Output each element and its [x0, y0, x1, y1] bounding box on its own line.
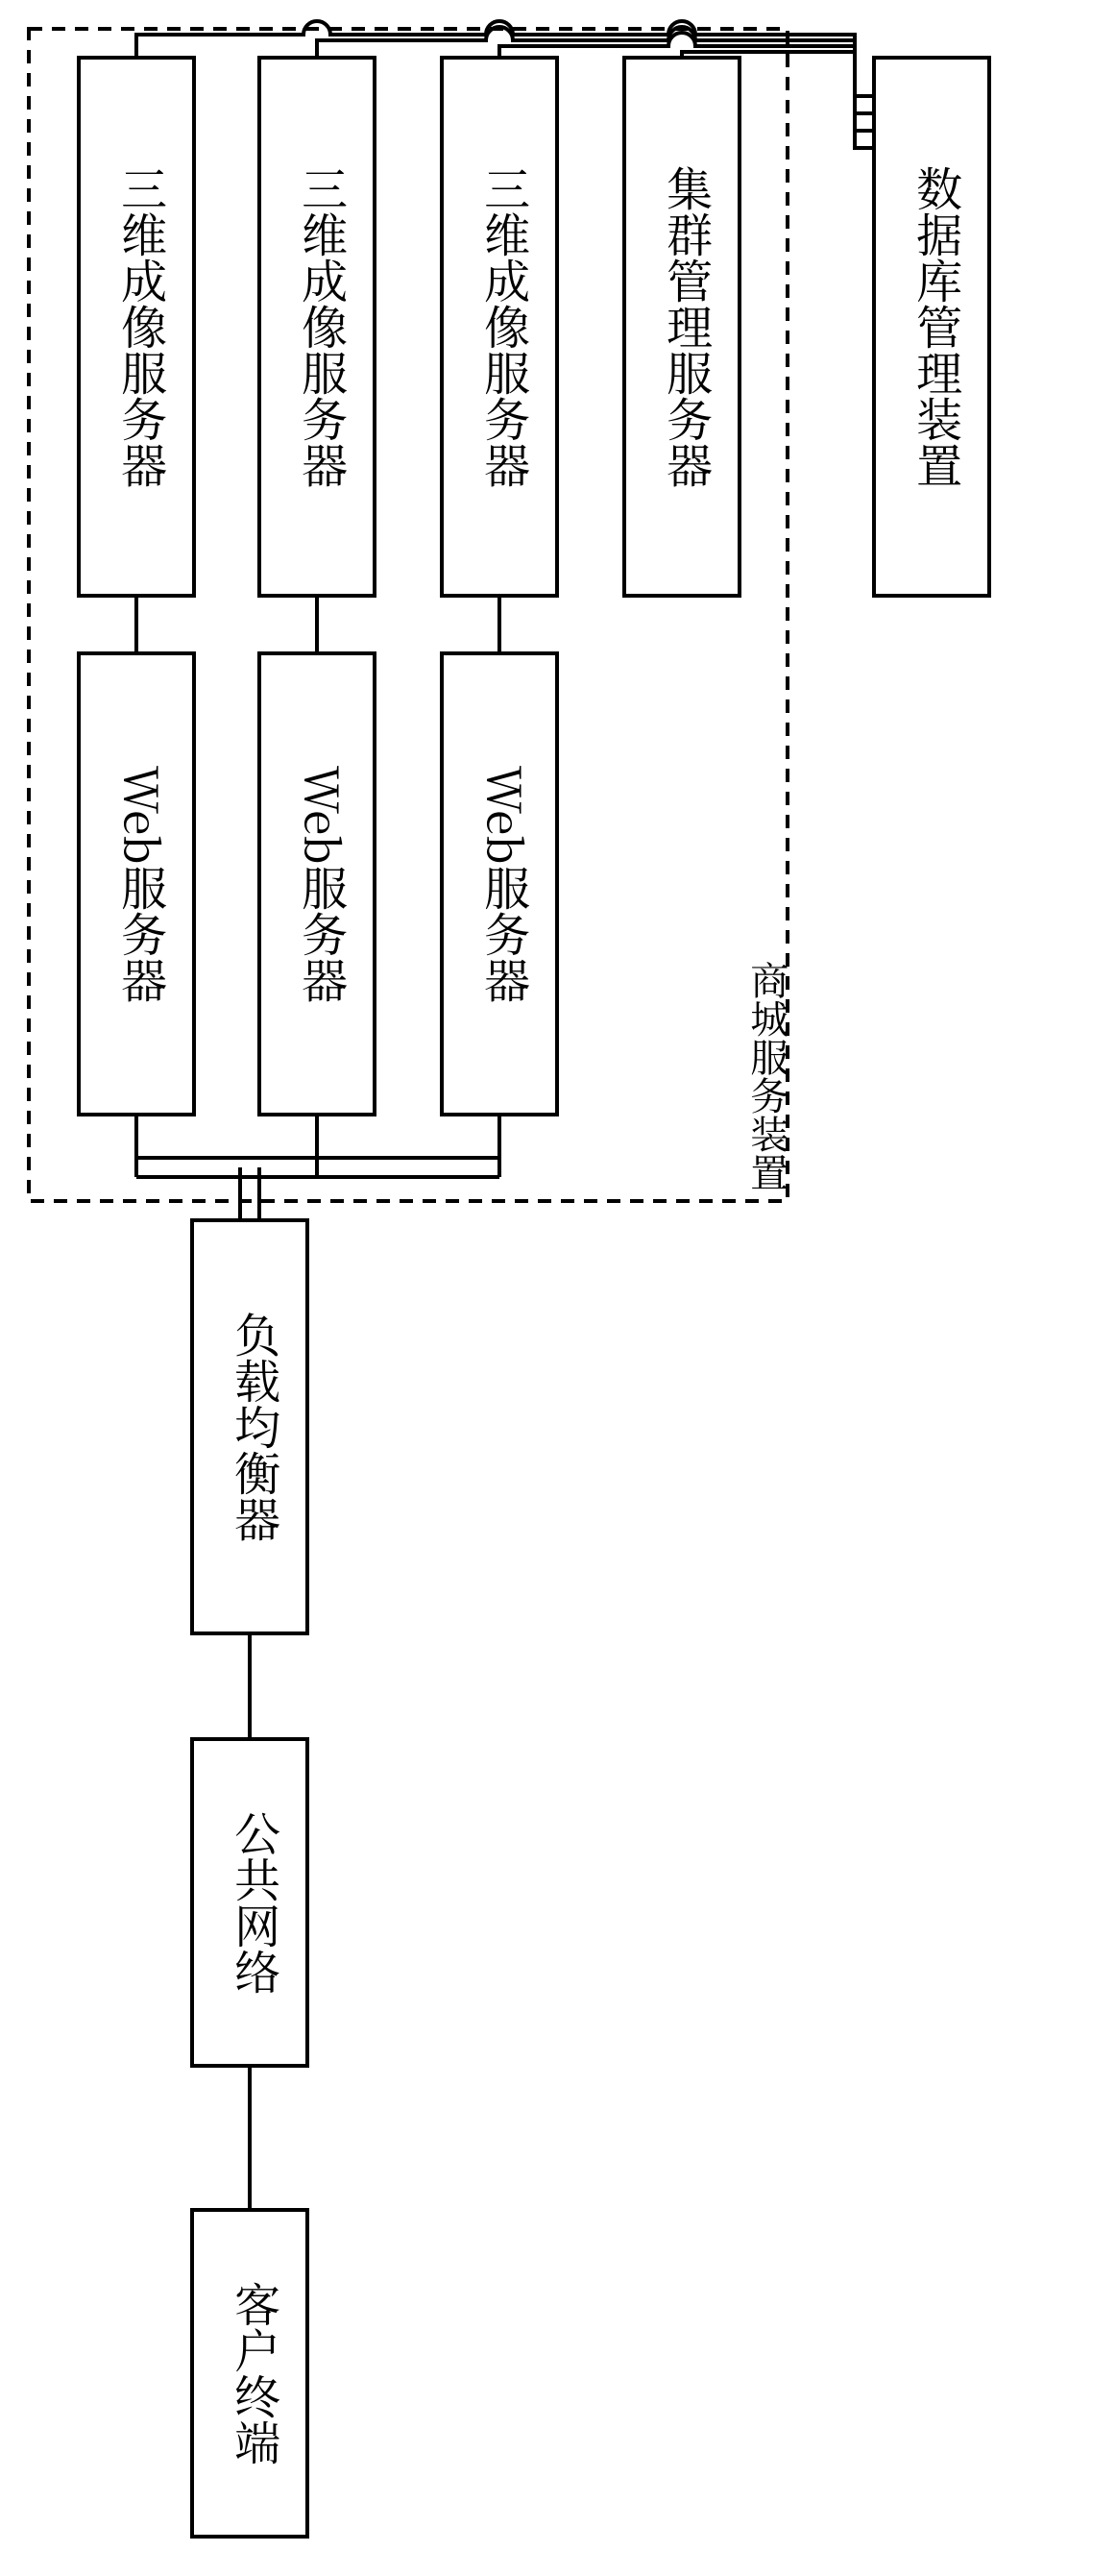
node-web1: Web服务器 — [79, 653, 194, 1115]
node-lb: 负载均衡器 — [192, 1220, 307, 1633]
node-img1: 三维成像服务器 — [79, 58, 194, 596]
node-label-img1: 三维成像服务器 — [111, 165, 178, 488]
cluster-label: 商城服务装置 — [742, 961, 797, 1191]
node-web2: Web服务器 — [259, 653, 375, 1115]
node-img3: 三维成像服务器 — [442, 58, 557, 596]
node-cluster_mgr: 集群管理服务器 — [624, 58, 740, 596]
node-label-img3: 三维成像服务器 — [474, 165, 541, 488]
node-label-network: 公共网络 — [225, 1810, 291, 1995]
node-label-db: 数据库管理装置 — [907, 165, 973, 488]
node-label-client: 客户终端 — [225, 2281, 291, 2466]
architecture-diagram: 商城服务装置 客户终端 公共网络 负载均衡器 Web服务器 Web服务器 Web服务器 三维… — [0, 0, 1116, 2576]
nodes-group: 客户终端 公共网络 负载均衡器 Web服务器 Web服务器 Web服务器 三维成像服务器 三维… — [79, 58, 989, 2537]
node-label-web2: Web服务器 — [292, 765, 358, 1002]
node-label-cluster_mgr: 集群管理服务器 — [657, 165, 723, 488]
node-label-lb: 负载均衡器 — [225, 1312, 291, 1542]
node-network: 公共网络 — [192, 1739, 307, 2066]
node-label-web1: Web服务器 — [111, 765, 178, 1002]
node-label-img2: 三维成像服务器 — [292, 165, 358, 488]
node-img2: 三维成像服务器 — [259, 58, 375, 596]
node-db: 数据库管理装置 — [874, 58, 989, 596]
edge-img2-db — [317, 27, 874, 113]
node-label-web3: Web服务器 — [474, 765, 541, 1002]
node-web3: Web服务器 — [442, 653, 557, 1115]
node-client: 客户终端 — [192, 2210, 307, 2537]
